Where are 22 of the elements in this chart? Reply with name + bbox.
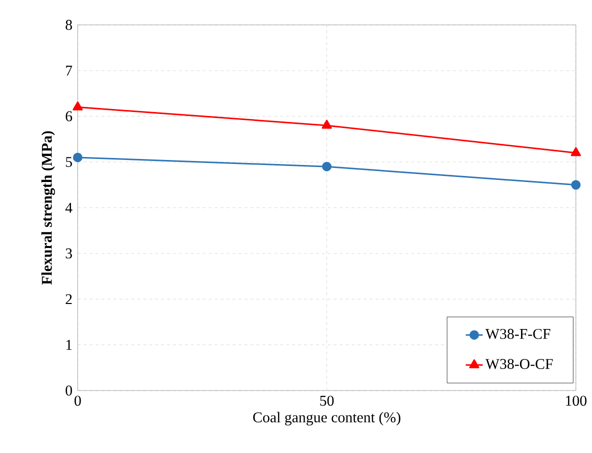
y-tick-label: 3 (66, 248, 72, 258)
point (322, 162, 332, 172)
point (571, 180, 581, 190)
point (72, 101, 83, 110)
point (322, 120, 332, 129)
x-axis-title: Coal gangue content (%) (253, 412, 400, 426)
y-tick-label: 1 (66, 340, 72, 350)
y-tick-label: 6 (66, 111, 72, 122)
y-tick-label: 7 (66, 66, 72, 76)
y-axis-title: Flexural strength (MPa) (41, 131, 55, 284)
x-tick-label: 100 (566, 396, 586, 406)
legend-label: W38-O-CF (485, 358, 553, 369)
y-tick-label: 8 (66, 20, 72, 30)
y-tick-label: 4 (65, 202, 72, 212)
x-tick-label: 50 (320, 396, 334, 406)
legend-label: W38-F-CF (485, 328, 550, 339)
point (72, 152, 82, 162)
point (570, 146, 581, 156)
y-tick-label: 2 (66, 294, 72, 304)
x-tick-label: 0 (74, 396, 81, 406)
y-tick-label: 0 (66, 385, 72, 396)
y-tick-label: 5 (66, 156, 72, 167)
